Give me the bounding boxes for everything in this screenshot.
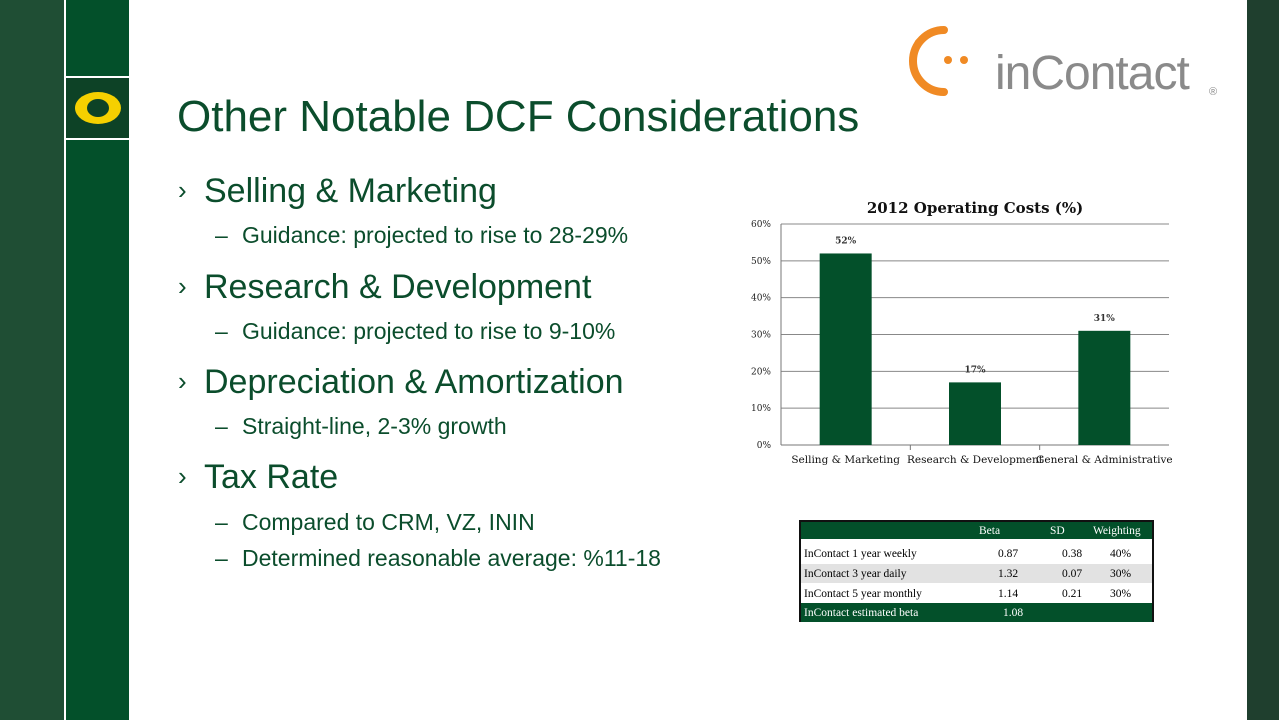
- left-decor-band: [0, 0, 64, 720]
- bar-0: [819, 253, 872, 445]
- y-tick-label: 60%: [751, 220, 771, 230]
- row-beta: 1.32: [998, 567, 1019, 580]
- sub-bullet-dash: –: [215, 509, 228, 535]
- left-divider-line: [64, 0, 66, 720]
- bar-2: [1078, 330, 1131, 445]
- sub-bullet-dash: –: [215, 318, 228, 344]
- y-tick-label: 10%: [751, 404, 771, 414]
- y-tick-label: 20%: [751, 367, 771, 377]
- header-beta: Beta: [979, 524, 1001, 537]
- chart-title: 2012 Operating Costs (%): [867, 199, 1083, 217]
- sub-bullet-text: Determined reasonable average: %11-18: [242, 545, 661, 571]
- sub-bullet-text: Guidance: projected to rise to 9-10%: [242, 318, 616, 344]
- oregon-o-logo: [66, 76, 129, 140]
- x-tick-label: General & Administrative: [1036, 454, 1173, 466]
- y-tick-label: 0%: [757, 441, 772, 451]
- row-beta: 1.14: [998, 587, 1019, 600]
- sub-bullet: – Straight-line, 2-3% growth: [215, 413, 507, 440]
- row-weight: 30%: [1110, 567, 1132, 580]
- table-row: InContact 1 year weekly 0.87 0.38 40%: [801, 544, 1152, 563]
- row-sd: 0.38: [1062, 547, 1083, 560]
- bar-data-label: 17%: [964, 365, 986, 375]
- beta-table: Beta SD Weighting InContact 1 year weekl…: [799, 520, 1154, 622]
- row-label: InContact 3 year daily: [804, 567, 907, 580]
- row-weight: 40%: [1110, 547, 1132, 560]
- row-sd: 0.07: [1062, 567, 1083, 580]
- bullet-depreciation-amortization: › Depreciation & Amortization: [178, 363, 624, 402]
- sub-bullet-dash: –: [215, 413, 228, 439]
- bullet-heading: Tax Rate: [204, 458, 339, 496]
- y-tick-label: 40%: [751, 294, 771, 304]
- beta-table-header: Beta SD Weighting: [801, 522, 1152, 539]
- sub-bullet-text: Compared to CRM, VZ, ININ: [242, 509, 535, 535]
- incontact-logo-icon: [909, 26, 968, 96]
- row-label: InContact 5 year monthly: [804, 587, 922, 600]
- table-row: InContact 3 year daily 1.32 0.07 30%: [801, 564, 1152, 583]
- bullet-chevron: ›: [178, 461, 187, 491]
- y-tick-label: 50%: [751, 257, 771, 267]
- sub-bullet: – Determined reasonable average: %11-18: [215, 545, 661, 572]
- brand-wordmark: inContact: [995, 47, 1190, 100]
- sub-bullet: – Guidance: projected to rise to 28-29%: [215, 222, 628, 249]
- row-weight: 30%: [1110, 587, 1132, 600]
- sub-bullet-text: Guidance: projected to rise to 28-29%: [242, 222, 629, 248]
- bar-1: [949, 382, 1001, 445]
- y-tick-label: 30%: [751, 331, 771, 341]
- row-label: InContact 1 year weekly: [804, 547, 917, 560]
- bullet-chevron: ›: [178, 366, 187, 396]
- total-beta: 1.08: [1003, 606, 1024, 619]
- bullet-selling-marketing: › Selling & Marketing: [178, 172, 497, 211]
- slide-title: Other Notable DCF Considerations: [177, 92, 860, 141]
- bar-data-label: 31%: [1094, 314, 1116, 324]
- sub-bullet: – Guidance: projected to rise to 9-10%: [215, 318, 615, 345]
- bar-data-label: 52%: [835, 236, 857, 246]
- incontact-brand: inContact ®: [900, 20, 1230, 100]
- table-row: InContact 5 year monthly 1.14 0.21 30%: [801, 584, 1152, 603]
- x-tick-label: Research & Development: [907, 454, 1044, 466]
- sub-bullet-text: Straight-line, 2-3% growth: [242, 413, 507, 439]
- bullet-chevron: ›: [178, 175, 187, 205]
- total-label: InContact estimated beta: [804, 606, 919, 619]
- sub-bullet-dash: –: [215, 545, 228, 571]
- oregon-o-icon: [74, 92, 121, 124]
- row-sd: 0.21: [1062, 587, 1083, 600]
- table-total-row: InContact estimated beta 1.08: [801, 603, 1152, 622]
- row-beta: 0.87: [998, 547, 1019, 560]
- bullet-chevron: ›: [178, 271, 187, 301]
- header-weighting: Weighting: [1093, 524, 1141, 537]
- sub-bullet: – Compared to CRM, VZ, ININ: [215, 509, 535, 536]
- operating-costs-chart: 2012 Operating Costs (%) 0% 10% 20% 30% 40% 50…: [751, 199, 1173, 466]
- bullet-research-development: › Research & Development: [178, 268, 591, 307]
- registered-mark: ®: [1209, 86, 1218, 98]
- right-decor-band: [1247, 0, 1279, 720]
- header-sd: SD: [1050, 524, 1065, 537]
- bullet-heading: Research & Development: [204, 268, 592, 306]
- bullet-heading: Depreciation & Amortization: [204, 363, 624, 401]
- bullet-heading: Selling & Marketing: [204, 172, 497, 210]
- sub-bullet-dash: –: [215, 222, 228, 248]
- bullet-tax-rate: › Tax Rate: [178, 458, 338, 497]
- x-tick-label: Selling & Marketing: [791, 454, 900, 466]
